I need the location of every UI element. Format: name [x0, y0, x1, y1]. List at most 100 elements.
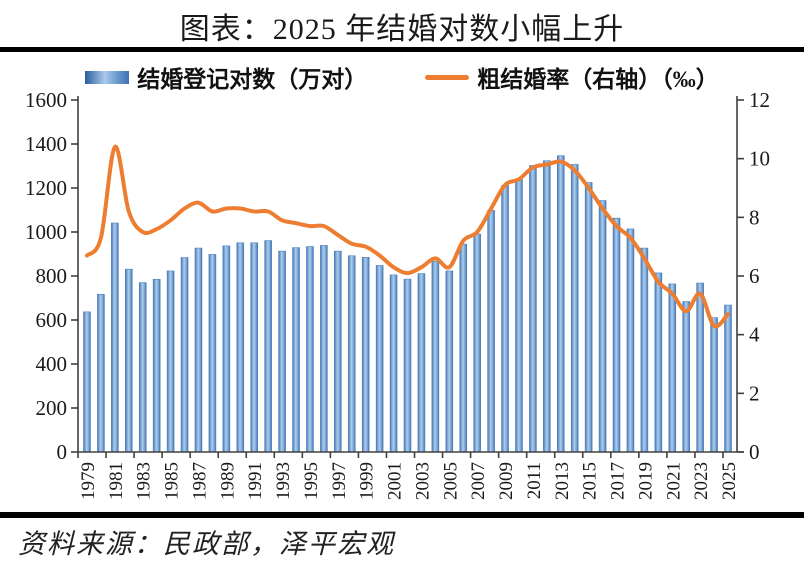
bar-2011: [529, 165, 537, 453]
bar-1991: [250, 242, 259, 453]
line-series-swatch: [425, 74, 470, 80]
bar-1990: [236, 242, 245, 453]
bar-2010: [515, 178, 523, 453]
legend-item-registrations: 结婚登记对数（万对）: [85, 60, 367, 94]
left-tick-1200: 1200: [25, 176, 67, 200]
bar-1997: [334, 250, 342, 453]
bar-1986: [180, 257, 189, 453]
right-tick-8: 8: [749, 205, 760, 229]
bar-2022: [682, 301, 691, 453]
chart-title: 图表：2025 年结婚对数小幅上升: [179, 13, 625, 46]
bar-1982: [125, 268, 133, 453]
bar-2019: [640, 247, 649, 453]
legend-label-registrations: 结婚登记对数（万对）: [137, 67, 368, 92]
bar-1980: [97, 293, 105, 453]
bar-2023: [696, 282, 704, 453]
bar-1998: [347, 255, 356, 453]
bar-1993: [278, 250, 286, 453]
right-tick-2: 2: [749, 381, 760, 405]
x-label-2019: 2019: [635, 462, 656, 500]
x-label-1997: 1997: [329, 462, 350, 500]
bar-1989: [222, 245, 231, 453]
bars-series: [83, 155, 732, 453]
x-label-1989: 1989: [217, 462, 238, 500]
bar-1994: [292, 247, 300, 453]
right-tick-12: 12: [749, 92, 770, 112]
left-tick-1600: 1600: [25, 92, 67, 112]
bar-2009: [501, 185, 509, 453]
x-axis-labels: 1979 1981 1983 1985 1987 1989 1991 1993 1995 1997…: [78, 462, 740, 500]
bar-series-swatch: [85, 70, 130, 84]
right-tick-0: 0: [749, 440, 760, 464]
left-tick-200: 200: [36, 396, 68, 420]
left-tick-600: 600: [36, 308, 68, 332]
bar-1979: [83, 311, 91, 453]
bar-2021: [668, 283, 677, 453]
crude-marriage-rate-line: [85, 144, 730, 329]
bar-2012: [543, 160, 551, 453]
x-label-1981: 1981: [106, 462, 127, 500]
x-label-1999: 1999: [357, 462, 378, 500]
bar-1987: [194, 247, 203, 453]
bar-1992: [264, 240, 272, 453]
x-label-2011: 2011: [524, 462, 545, 499]
bar-2007: [473, 233, 481, 453]
x-label-2023: 2023: [691, 462, 712, 500]
x-label-2025: 2025: [719, 462, 740, 500]
bar-2018: [626, 228, 635, 453]
bar-2016: [598, 200, 607, 453]
legend-item-rate: 粗结婚率（右轴）（‰）: [425, 60, 719, 94]
right-axis-labels: 0 2 4 6 8 10 12: [749, 92, 770, 464]
left-tick-400: 400: [36, 352, 68, 376]
left-tick-1400: 1400: [25, 132, 67, 156]
x-label-1979: 1979: [78, 462, 99, 500]
left-axis-labels: 0 200 400 600 800 1000 1200 1400 1600: [25, 92, 67, 464]
bar-1981: [111, 222, 119, 453]
bar-2003: [417, 273, 426, 453]
bar-1996: [320, 245, 328, 453]
bar-1984: [152, 279, 161, 453]
bar-2020: [654, 272, 663, 453]
right-tick-6: 6: [749, 264, 760, 288]
x-label-2007: 2007: [468, 462, 489, 500]
x-label-2001: 2001: [385, 462, 406, 500]
right-tick-10: 10: [749, 147, 770, 171]
top-divider-rule: [0, 47, 804, 52]
left-tick-1000: 1000: [25, 220, 67, 244]
x-label-2005: 2005: [440, 462, 461, 500]
axes: [71, 96, 744, 458]
bar-1995: [306, 246, 314, 453]
x-label-2015: 2015: [580, 462, 601, 500]
x-label-2017: 2017: [608, 462, 629, 500]
legend-label-rate: 粗结婚率（右轴）（‰）: [477, 67, 719, 92]
bar-1985: [166, 270, 175, 453]
x-label-2009: 2009: [496, 462, 517, 500]
bar-2024: [710, 317, 718, 453]
x-label-2003: 2003: [412, 462, 433, 500]
bar-2008: [487, 210, 495, 453]
bar-1988: [208, 254, 217, 453]
right-tick-4: 4: [749, 323, 760, 347]
bar-2000: [375, 265, 384, 453]
left-tick-800: 800: [36, 264, 68, 288]
left-tick-0: 0: [57, 440, 68, 464]
bar-2005: [445, 270, 454, 453]
x-label-1993: 1993: [273, 462, 294, 500]
bar-2014: [570, 164, 579, 453]
bar-2002: [403, 278, 412, 453]
bar-1999: [361, 257, 370, 453]
bar-1983: [138, 282, 147, 453]
x-label-2013: 2013: [552, 462, 573, 500]
x-label-1987: 1987: [190, 462, 211, 500]
x-label-1985: 1985: [162, 462, 183, 500]
bar-2006: [459, 243, 468, 453]
rate-line: [85, 144, 730, 329]
chart-legend: 结婚登记对数（万对） 粗结婚率（右轴）（‰）: [0, 60, 804, 94]
x-label-1991: 1991: [245, 462, 266, 500]
bar-2017: [612, 217, 621, 453]
x-label-1995: 1995: [301, 462, 322, 500]
bottom-divider-rule: [0, 512, 804, 518]
bar-2025: [724, 304, 732, 453]
